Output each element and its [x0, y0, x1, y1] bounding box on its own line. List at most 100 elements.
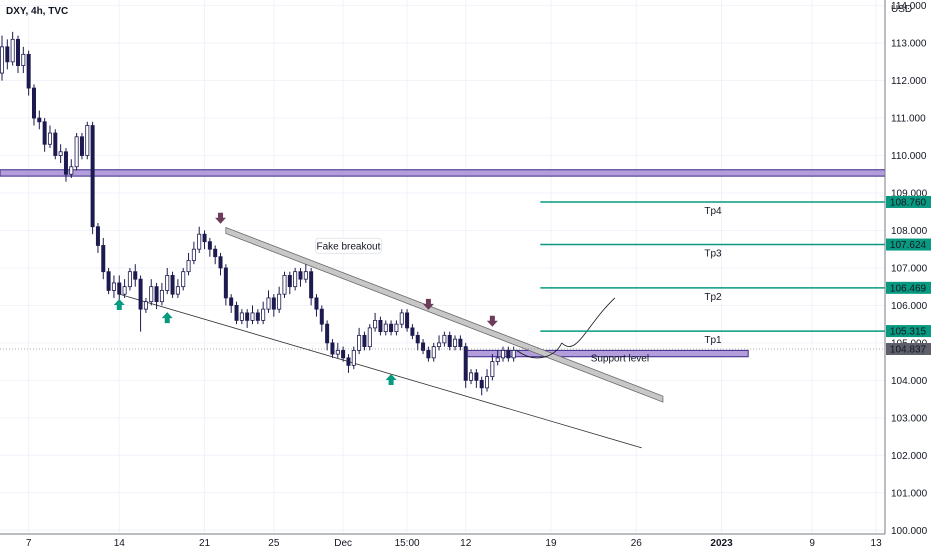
up-arrow-icon — [161, 312, 173, 324]
candle-body — [287, 275, 292, 288]
target-price-text: 108.760 — [890, 197, 927, 208]
candle-body — [127, 271, 132, 288]
candle-body — [325, 323, 330, 344]
candle-body — [506, 349, 511, 359]
down-arrow-icon — [215, 212, 227, 224]
candle-body — [229, 297, 234, 306]
target-lines: Tp1 Tp2 Tp3 Tp4 — [0, 201, 885, 350]
target-price-text: 105.315 — [890, 327, 927, 338]
candle-body — [47, 132, 52, 145]
candle-body — [90, 125, 95, 228]
candle-body — [213, 248, 218, 258]
candle-body — [42, 121, 47, 145]
time-tick-label: 12 — [460, 538, 472, 549]
price-tick-label: 101.000 — [891, 488, 928, 499]
candle-body — [191, 248, 196, 261]
price-tick-label: 114.000 — [891, 1, 927, 12]
candle-body — [26, 53, 31, 89]
candle-body — [330, 342, 335, 355]
candle-body — [53, 132, 58, 156]
down-arrow-icon — [486, 315, 498, 327]
time-tick-label: Dec — [334, 538, 352, 549]
upper-trend-band — [225, 226, 664, 403]
candle-body — [309, 271, 314, 299]
candle-body — [485, 376, 490, 389]
candle-body — [186, 260, 191, 273]
candle-body — [282, 275, 287, 295]
candle-body — [463, 346, 468, 381]
candle-body — [69, 166, 74, 175]
candle-body — [122, 286, 127, 295]
candle-body — [298, 271, 303, 280]
candle-body — [335, 349, 340, 355]
candle-body — [0, 46, 4, 74]
candle-body — [21, 53, 26, 66]
candle-body — [245, 312, 250, 321]
time-tick-label: 2023 — [710, 538, 733, 549]
candle-body — [431, 346, 436, 359]
target-price-badge — [886, 281, 931, 294]
candle-body — [415, 334, 420, 344]
price-tick-label: 104.000 — [891, 376, 928, 387]
trend-channels — [119, 226, 664, 449]
candle-body — [394, 323, 399, 333]
candle-body — [37, 117, 42, 123]
candle-body — [117, 282, 122, 295]
price-tick-label: 100.000 — [891, 526, 928, 537]
target-price-badge — [886, 238, 931, 251]
price-labels: 105.315 106.469 107.624 108.760 104.837 — [886, 195, 931, 355]
candle-body — [319, 308, 324, 325]
candle-body — [341, 349, 346, 359]
candle-body — [138, 278, 143, 310]
candle-body — [58, 151, 63, 156]
time-axis-ticks: 7 14 21 25 Dec 15:00 12 19 26 2023 9 13 — [26, 538, 882, 549]
candle-body — [293, 271, 298, 288]
candle-body — [239, 312, 244, 321]
candle-body — [495, 357, 500, 363]
support-level-label: Support level — [591, 354, 649, 365]
time-tick-label: 25 — [268, 538, 280, 549]
down-arrow-icon — [422, 298, 434, 310]
candle-body — [250, 312, 255, 321]
time-tick-label: 9 — [809, 538, 815, 549]
candle-body — [447, 334, 452, 348]
candle-body — [399, 312, 404, 325]
time-tick-label: 7 — [26, 538, 32, 549]
price-tick-label: 103.000 — [891, 413, 928, 424]
candle-body — [31, 87, 36, 119]
candle-body — [421, 342, 426, 351]
candle-body — [378, 319, 383, 333]
candle-body — [410, 327, 415, 336]
target-price-text: 107.624 — [890, 240, 927, 251]
candle-body — [373, 319, 378, 329]
candle-body — [218, 256, 223, 269]
price-axis-unit: USD — [891, 4, 912, 15]
candle-body — [149, 286, 154, 303]
target-label: Tp1 — [704, 335, 722, 346]
candle-body — [255, 312, 260, 321]
candle-body — [10, 38, 15, 63]
candle-body — [351, 349, 356, 366]
candle-body — [175, 286, 180, 295]
up-arrow-icon — [385, 373, 397, 385]
projection-path-2 — [561, 297, 616, 347]
candle-body — [202, 233, 207, 243]
candle-body — [314, 297, 319, 310]
price-axis-ticks: 100.000101.000102.000103.000104.000105.0… — [891, 1, 928, 537]
current-price-text: 104.837 — [890, 344, 927, 355]
time-tick-label: 26 — [631, 538, 643, 549]
target-label: Tp4 — [704, 206, 722, 217]
candle-body — [207, 241, 212, 250]
lower-trend-line — [119, 293, 642, 449]
candles — [0, 31, 516, 396]
candle-body — [383, 323, 388, 333]
candle-body — [133, 271, 138, 280]
price-tick-label: 102.000 — [891, 451, 928, 462]
candle-body — [101, 245, 106, 273]
time-tick-label: 15:00 — [395, 538, 420, 549]
current-price-badge — [886, 342, 931, 355]
time-tick-label: 13 — [871, 538, 883, 549]
price-tick-label: 110.000 — [891, 151, 927, 162]
candle-body — [154, 286, 159, 303]
